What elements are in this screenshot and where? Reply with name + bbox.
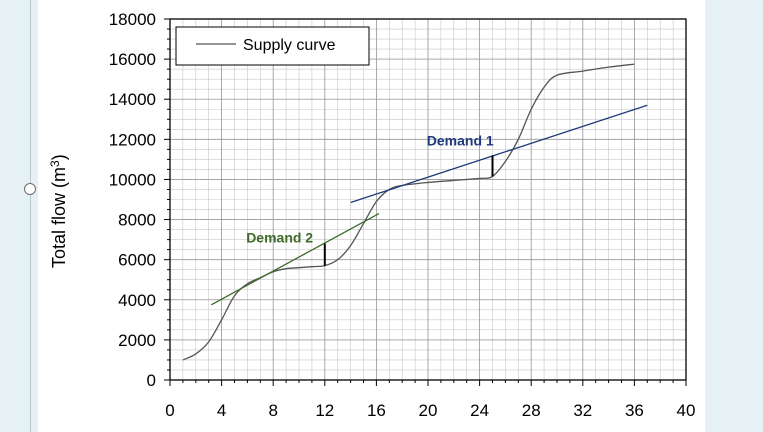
y-tick-label: 6000	[118, 251, 156, 270]
ticks	[164, 18, 687, 386]
series-layer	[182, 63, 648, 361]
x-tick-label: 8	[268, 401, 277, 420]
x-tick-label: 20	[419, 401, 438, 420]
y-tick-label: 2000	[118, 331, 156, 350]
y-tick-label: 16000	[109, 50, 156, 69]
annotation-layer: Demand 1 Demand 2	[246, 132, 494, 245]
annotation-demand-1: Demand 1	[427, 132, 494, 148]
series-line-demand-2	[210, 212, 380, 306]
y-tick-label: 12000	[109, 130, 156, 149]
y-tick-label: 4000	[118, 291, 156, 310]
marker-layer	[323, 155, 494, 266]
x-tick-labels: 0 4 8 12 16 20 24 28 32 36 40	[165, 401, 695, 420]
x-tick-label: 40	[677, 401, 696, 420]
x-tick-label: 0	[165, 401, 174, 420]
x-tick-label: 24	[470, 401, 489, 420]
y-tick-label: 8000	[118, 211, 156, 230]
series-line-demand-1	[350, 104, 648, 204]
selection-radio[interactable]	[24, 183, 36, 195]
x-tick-label: 4	[217, 401, 226, 420]
left-border	[30, 0, 31, 432]
y-tick-label: 14000	[109, 90, 156, 109]
x-tick-label: 16	[367, 401, 386, 420]
y-tick-label: 10000	[109, 170, 156, 189]
legend-label-supply-curve: Supply curve	[243, 37, 336, 54]
x-tick-label: 28	[522, 401, 541, 420]
legend-box	[175, 26, 370, 66]
annotation-demand-2: Demand 2	[246, 230, 313, 246]
series-line-supply-curve	[182, 63, 635, 361]
y-tick-label: 0	[147, 371, 156, 390]
y-tick-labels: 0 2000 4000 6000 8000 10000 12000 14000 16000 180…	[109, 10, 156, 390]
x-tick-label: 36	[625, 401, 644, 420]
x-tick-label: 32	[573, 401, 592, 420]
y-tick-label: 18000	[109, 10, 156, 29]
x-tick-label: 12	[315, 401, 334, 420]
y-axis-title: Total flow (m3)	[48, 154, 69, 268]
legend: Supply curve	[175, 26, 370, 66]
